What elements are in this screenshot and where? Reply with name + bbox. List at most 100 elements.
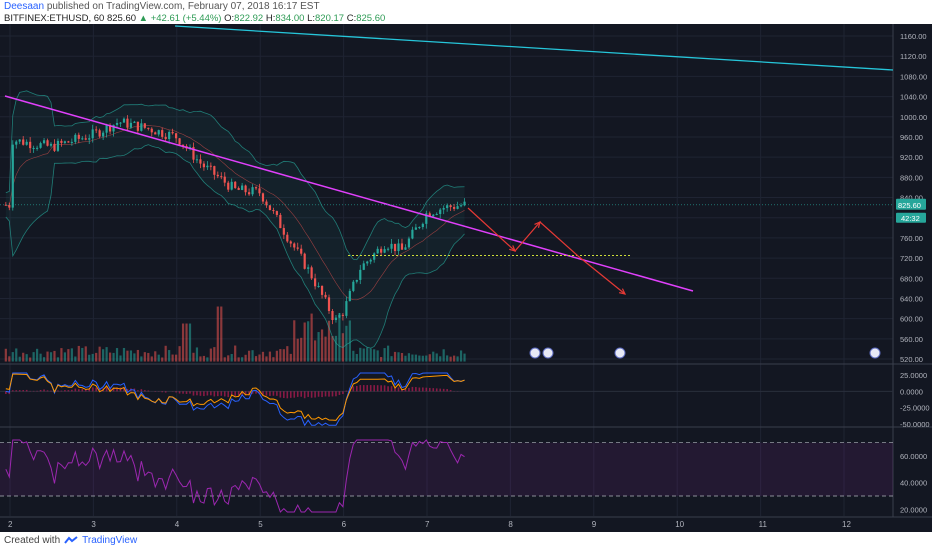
candle-body [25,141,28,145]
candle-body [369,259,372,262]
macd-histogram-bar [164,391,167,393]
macd-histogram-bar [251,391,254,394]
macd-histogram-bar [109,388,111,392]
macd-histogram-bar [15,390,18,392]
candle-body [11,144,14,208]
price-tick-label: 720.00 [900,254,923,263]
candle-body [91,129,94,139]
candle-body [192,147,195,160]
candle-body [307,267,310,269]
macd-histogram-bar [296,391,299,397]
author-link[interactable]: Deesaan [4,1,45,12]
macd-tick-label: 0.0000 [900,387,923,396]
macd-histogram-bar [366,385,369,392]
arrow-head [509,245,517,252]
macd-histogram-bar [303,391,306,399]
candle-body [122,118,126,123]
volume-bar [300,337,303,362]
candle-body [126,118,129,128]
macd-histogram-bar [255,391,257,394]
macd-histogram-bar [373,385,375,392]
candle-body [84,138,87,140]
candle-body [355,279,358,282]
event-marker-icon [542,347,554,359]
volume-bar [268,351,272,362]
volume-bar [81,347,84,362]
macd-histogram-bar [241,391,243,395]
bollinger-basis [5,124,465,301]
macd-histogram-bar [394,388,396,392]
candle-body [112,124,115,132]
volume-bar [15,348,18,362]
candle-body [338,314,341,318]
macd-histogram-bar [390,386,393,392]
macd-histogram-bar [338,391,341,395]
candle-body [199,159,202,164]
macd-histogram-bar [411,386,414,392]
volume-bar [63,352,67,362]
macd-histogram-bar [88,388,91,392]
volume-bar [18,356,21,362]
volume-bar [327,320,331,362]
candle-body [279,214,282,229]
volume-bar [393,351,397,362]
volume-bar [154,351,157,362]
bollinger-fill [5,90,465,349]
candle-body [234,181,237,188]
candle-body [29,141,32,149]
candle-body [435,213,438,215]
volume-bar [383,348,386,362]
macd-histogram-bar [123,387,125,392]
volume-bar [161,357,164,362]
drawings [4,25,894,295]
candle-body [282,228,285,235]
tradingview-brand[interactable]: TradingView [82,535,138,546]
candle-body [143,123,146,128]
volume-bar [289,353,292,362]
macd-histogram-bar [286,391,289,399]
macd-histogram-bar [220,391,223,396]
volume-bar [234,345,237,362]
candle-body [206,165,209,168]
macd-histogram-bar [91,387,94,392]
volume-bar [84,346,87,362]
macd-histogram-bar [362,385,365,392]
candle-body [421,223,424,228]
time-tick-label: 2 [8,520,13,529]
candle-body [362,263,365,270]
candle-body [390,243,393,249]
macd-histogram-bar [36,390,38,392]
macd-histogram-bar [161,391,164,393]
volume-bar [164,345,167,362]
chart-canvas[interactable]: 1160.001120.001080.001040.001000.00960.0… [0,24,932,532]
macd-histogram-bar [307,391,309,397]
price-axis: 1160.00 1120.00 1080.00 1040.00 1000.00 960.0… [0,32,930,514]
volume-bar [88,354,91,362]
macd-line [5,372,465,427]
volume-bar [435,353,438,362]
candle-body [254,187,258,189]
candle-body [181,144,185,147]
macd-histogram-bar [342,391,344,395]
event-marker-icon [869,347,881,359]
macd-histogram-bar [310,391,313,398]
volume-bar [74,356,77,362]
volume-bar [331,336,334,362]
candle-body [317,285,320,287]
candle-body [439,209,442,214]
volume-bar [223,357,226,362]
macd-histogram-bar [331,391,334,397]
candle-body [428,213,431,217]
candle-body [18,139,21,142]
volume-bar [317,332,320,362]
macd-histogram-bar [428,387,431,392]
countdown-badge [896,212,926,223]
countdown-badge-label: 42:32 [901,214,920,223]
price-tick-label: 1040.00 [900,93,927,102]
volume-bar [463,353,466,362]
candle-body [237,187,240,190]
volume-bar [122,347,126,362]
candle-body [15,141,18,145]
open-value: 822.92 [234,13,264,24]
rsi-tick-label: 20.0000 [900,505,927,514]
